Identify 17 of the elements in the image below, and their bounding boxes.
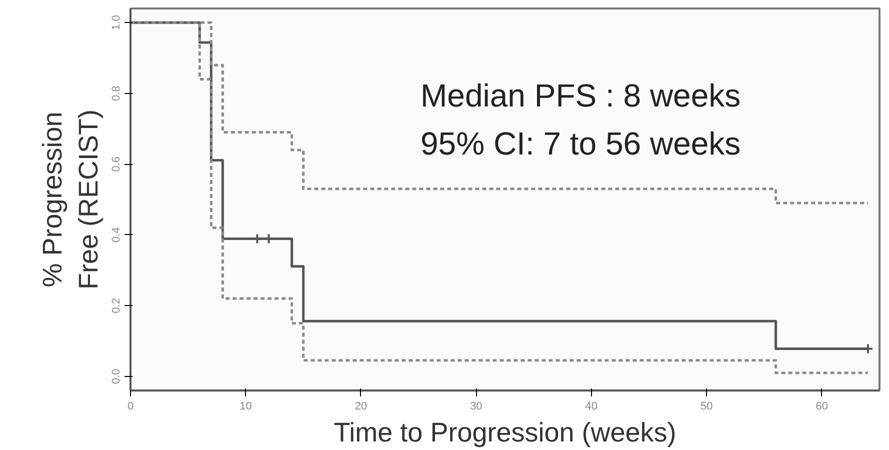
x-axis-title: Time to Progression (weeks) [334,418,676,448]
x-tick-label: 40 [585,400,598,412]
y-tick-label: 0.8 [110,86,122,102]
x-tick-label: 20 [354,400,368,412]
x-tick-label: 0 [127,400,134,412]
x-tick-label: 60 [816,400,828,412]
y-tick-label: 0.4 [110,227,122,243]
x-tick-label: 10 [240,400,252,412]
y-tick-label: 0.2 [110,298,122,314]
x-tick-label: 30 [470,400,482,412]
y-tick-label: 0.0 [110,368,122,384]
annotation: Median PFS : 8 weeks [420,78,741,114]
y-axis-title: % Progression Free (RECIST) [38,109,104,290]
y-tick-label: 1.0 [110,14,122,30]
annotation: 95% CI: 7 to 56 weeks [420,126,741,162]
x-tick-label: 50 [700,400,713,412]
y-tick-label: 0.6 [110,156,122,172]
